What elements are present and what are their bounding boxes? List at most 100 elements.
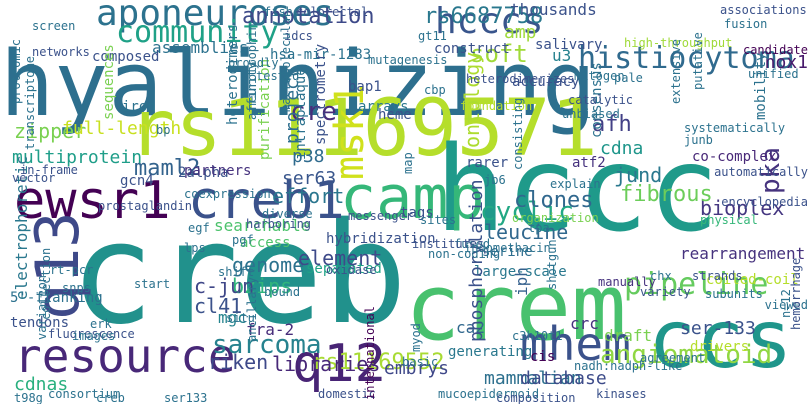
cloud-word: hcccs <box>435 1 544 42</box>
cloud-word: erk <box>90 317 112 331</box>
cloud-word: idcs <box>284 29 313 43</box>
cloud-word: t98g <box>14 391 43 404</box>
cloud-word: mhem <box>520 317 631 371</box>
cloud-word: q12 <box>292 334 386 394</box>
cloud-word: tendons <box>10 315 70 331</box>
cloud-word: fused <box>454 237 491 251</box>
cloud-word: heterodimerizes <box>466 72 575 86</box>
cloud-word: bzips <box>232 274 293 298</box>
cloud-word: creb <box>70 193 408 356</box>
cloud-word: drivers <box>690 339 750 355</box>
cloud-word: variety <box>640 285 691 299</box>
cloud-word: histiocytoma <box>578 41 795 76</box>
cloud-word: fibrous <box>620 182 713 207</box>
cloud-word: rs11169571 <box>128 84 598 174</box>
cloud-word: cyclic <box>480 197 574 227</box>
cloud-word: map <box>401 152 415 174</box>
cloud-word: diverse <box>262 207 313 221</box>
cloud-word: hybridization <box>326 231 436 247</box>
cloud-word: u3 <box>552 46 572 65</box>
cloud-word: gcn4 <box>120 173 154 189</box>
cloud-word: networks <box>32 45 90 59</box>
cloud-word: consortium <box>48 387 121 401</box>
cloud-word: access <box>240 235 291 251</box>
cloud-word: coiled-coil <box>706 272 799 288</box>
cloud-word: 5'-flanking <box>10 290 103 306</box>
cloud-word: camp <box>340 163 485 233</box>
cloud-word: indomethacin <box>464 241 551 255</box>
cloud-word: rearrangement <box>680 244 806 263</box>
cloud-word: serine <box>482 244 533 260</box>
cloud-word: tags <box>400 205 434 221</box>
cloud-word: basic <box>402 355 439 369</box>
cloud-word: annotation <box>242 4 375 29</box>
cloud-word: ancillary <box>245 276 259 342</box>
cloud-word: manually <box>598 275 656 289</box>
cloud-word: unified <box>748 67 799 81</box>
cloud-word: ser-133 <box>680 318 756 339</box>
cloud-word: ca2 <box>456 318 485 337</box>
cloud-word: harboring <box>246 217 312 231</box>
cloud-word: composition <box>496 391 576 404</box>
cloud-word: situ <box>226 311 255 325</box>
cloud-word: systematically <box>684 121 786 135</box>
cloud-word: mutagenesis <box>368 53 448 67</box>
cloud-word: catalytic <box>568 93 634 107</box>
cloud-word: amp <box>504 22 537 43</box>
cloud-word: bap1 <box>348 79 382 95</box>
cloud-word: genome <box>232 253 305 277</box>
cloud-word: tpa <box>528 221 550 235</box>
cloud-word: strands <box>692 269 743 283</box>
cloud-word: in-frame <box>20 163 78 177</box>
cloud-word: myod <box>409 323 423 352</box>
cloud-word: mammalian <box>484 368 582 389</box>
cloud-word: pipeline <box>624 267 769 302</box>
cloud-word: atf2 <box>572 155 606 171</box>
cloud-word: bioplex <box>700 196 785 220</box>
cloud-word: riken <box>208 350 269 374</box>
cloud-word: images <box>72 329 116 343</box>
cloud-word: hccc <box>435 120 720 258</box>
cloud-word: full-length <box>62 118 182 139</box>
cloud-word: hyalinizing <box>0 32 597 137</box>
cloud-word: rarer <box>466 155 509 171</box>
cloud-word: ccs <box>648 293 793 386</box>
cloud-word: 2alpha <box>178 165 229 181</box>
cloud-word: oxidase <box>326 263 377 277</box>
cloud-word: cl41 <box>194 294 243 318</box>
cloud-word: egf <box>188 221 210 235</box>
cloud-word: lps <box>184 241 206 255</box>
cloud-word: community <box>116 15 279 50</box>
cloud-word: ser63 <box>282 168 337 189</box>
cloud-word: hsa-mir-1283 <box>270 47 372 63</box>
cloud-word: cdnas <box>14 374 69 395</box>
cloud-word: arrays <box>358 99 409 115</box>
cloud-word: co-complex <box>692 149 777 165</box>
cloud-word: screen <box>32 19 76 33</box>
cloud-word: cis <box>530 349 556 365</box>
cloud-word: pale <box>614 71 643 85</box>
cloud-word: partners <box>184 163 252 179</box>
cloud-word: coexpression <box>184 187 271 201</box>
cloud-word: subunits <box>705 287 763 301</box>
cloud-word: junb <box>684 133 713 147</box>
cloud-word: shift <box>218 265 255 279</box>
cloud-word: ser133 <box>164 391 208 404</box>
cloud-word: leucine <box>484 220 569 244</box>
cloud-word: affinity <box>245 62 259 120</box>
cloud-word: libraries <box>272 352 381 376</box>
cloud-word: effort <box>272 184 345 208</box>
cloud-word: bp <box>156 123 171 137</box>
cloud-word: construct <box>434 41 510 57</box>
cloud-word: fish <box>264 5 293 19</box>
cloud-word: non-coding <box>428 247 501 261</box>
cloud-word: jund <box>614 163 663 187</box>
cloud-word: mucoepidermoid <box>438 387 540 401</box>
cloud-word: accuracy <box>512 74 580 90</box>
cloud-word: kinases <box>596 387 647 401</box>
cloud-word: nadh:nadph-like <box>574 359 683 373</box>
cloud-word: multiprotein <box>12 147 143 168</box>
cloud-word: fusion <box>724 17 768 31</box>
cloud-word: spectrometry <box>313 43 329 145</box>
cloud-word: heterodimers <box>225 23 241 125</box>
